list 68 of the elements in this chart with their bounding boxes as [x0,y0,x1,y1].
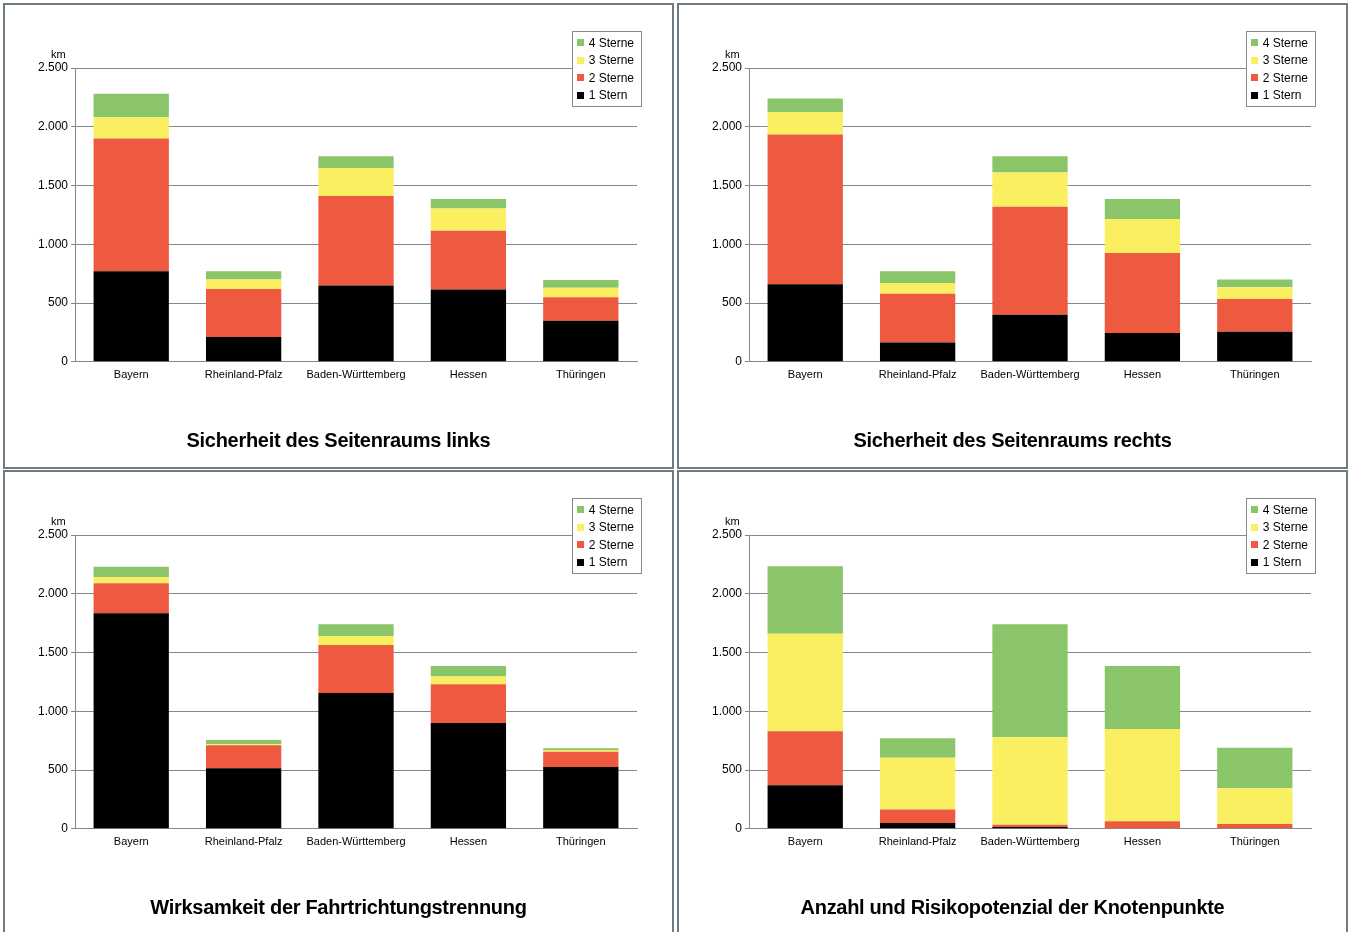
y-tick-label: 500 [722,295,743,310]
legend-label: 3 Sterne [588,520,634,535]
y-tick-label: 2.000 [38,119,69,134]
x-tick-label: Bayern [113,835,149,848]
y-tick-label: 2.500 [38,60,69,75]
y-tick-label: 2.500 [38,527,69,542]
y-tick-label: 1.000 [712,703,743,718]
y-tick-label: 1.500 [712,177,743,192]
x-tick-label: Hessen [449,835,488,848]
y-tick-label: 500 [48,762,69,777]
text: Wirksamkeit der Fahrtrichtungstrennung [149,896,528,919]
y-tick-label: 0 [735,354,743,369]
y-tick-label: 1.500 [712,644,743,659]
x-tick-label: Baden-Württemberg [306,835,406,848]
y-tick-label: 1.000 [38,703,69,718]
y-axis-title: km [725,514,740,527]
text: Sicherheit des Seitenraums rechts [852,429,1173,452]
x-tick-label: Bayern [113,368,149,381]
x-tick-label: Hessen [1123,368,1162,381]
y-tick-label: 0 [61,821,69,836]
y-tick-label: 2.000 [712,586,743,601]
legend-label: 2 Sterne [588,70,634,85]
y-axis-title: km [51,47,66,60]
y-tick-label: 1.000 [38,236,69,251]
y-tick-label: 1.500 [38,644,69,659]
legend-label: 4 Sterne [1262,502,1308,517]
y-tick-label: 2.500 [712,60,743,75]
y-tick-label: 500 [48,295,69,310]
legend-label: 3 Sterne [1262,520,1308,535]
legend-label: 1 Stern [588,88,628,103]
x-tick-label: Thüringen [556,368,606,381]
legend-label: 4 Sterne [588,502,634,517]
x-tick-label: Bayern [787,368,823,381]
legend-label: 4 Sterne [588,35,634,50]
legend-label: 3 Sterne [1262,53,1308,68]
y-tick-label: 1.000 [712,236,743,251]
x-tick-label: Baden-Württemberg [306,368,406,381]
y-tick-label: 2.000 [38,586,69,601]
y-axis-title: km [51,514,66,527]
x-tick-label: Rheinland-Pfalz [204,368,283,381]
legend-label: 1 Stern [1262,555,1302,570]
x-tick-label: Baden-Württemberg [980,835,1080,848]
y-tick-label: 2.500 [712,527,743,542]
x-tick-label: Rheinland-Pfalz [878,368,957,381]
y-tick-label: 500 [722,762,743,777]
legend-label: 4 Sterne [1262,35,1308,50]
y-tick-label: 1.500 [38,177,69,192]
y-tick-label: 0 [61,354,69,369]
x-tick-label: Thüringen [1230,368,1280,381]
legend-label: 2 Sterne [1262,70,1308,85]
legend-label: 2 Sterne [1262,537,1308,552]
x-tick-label: Thüringen [556,835,606,848]
x-tick-label: Baden-Württemberg [980,368,1080,381]
x-tick-label: Hessen [449,368,488,381]
x-tick-label: Rheinland-Pfalz [878,835,957,848]
legend-label: 1 Stern [588,555,628,570]
x-tick-label: Rheinland-Pfalz [204,835,283,848]
x-tick-label: Bayern [787,835,823,848]
y-axis-title: km [725,47,740,60]
y-tick-label: 2.000 [712,119,743,134]
x-tick-label: Hessen [1123,835,1162,848]
text: Sicherheit des Seitenraums links [185,429,492,452]
text: Anzahl und Risikopotenzial der Knotenpunkte [799,896,1226,919]
x-tick-label: Thüringen [1230,835,1280,848]
legend-label: 3 Sterne [588,53,634,68]
legend-label: 1 Stern [1262,88,1302,103]
legend-label: 2 Sterne [588,537,634,552]
y-tick-label: 0 [735,821,743,836]
